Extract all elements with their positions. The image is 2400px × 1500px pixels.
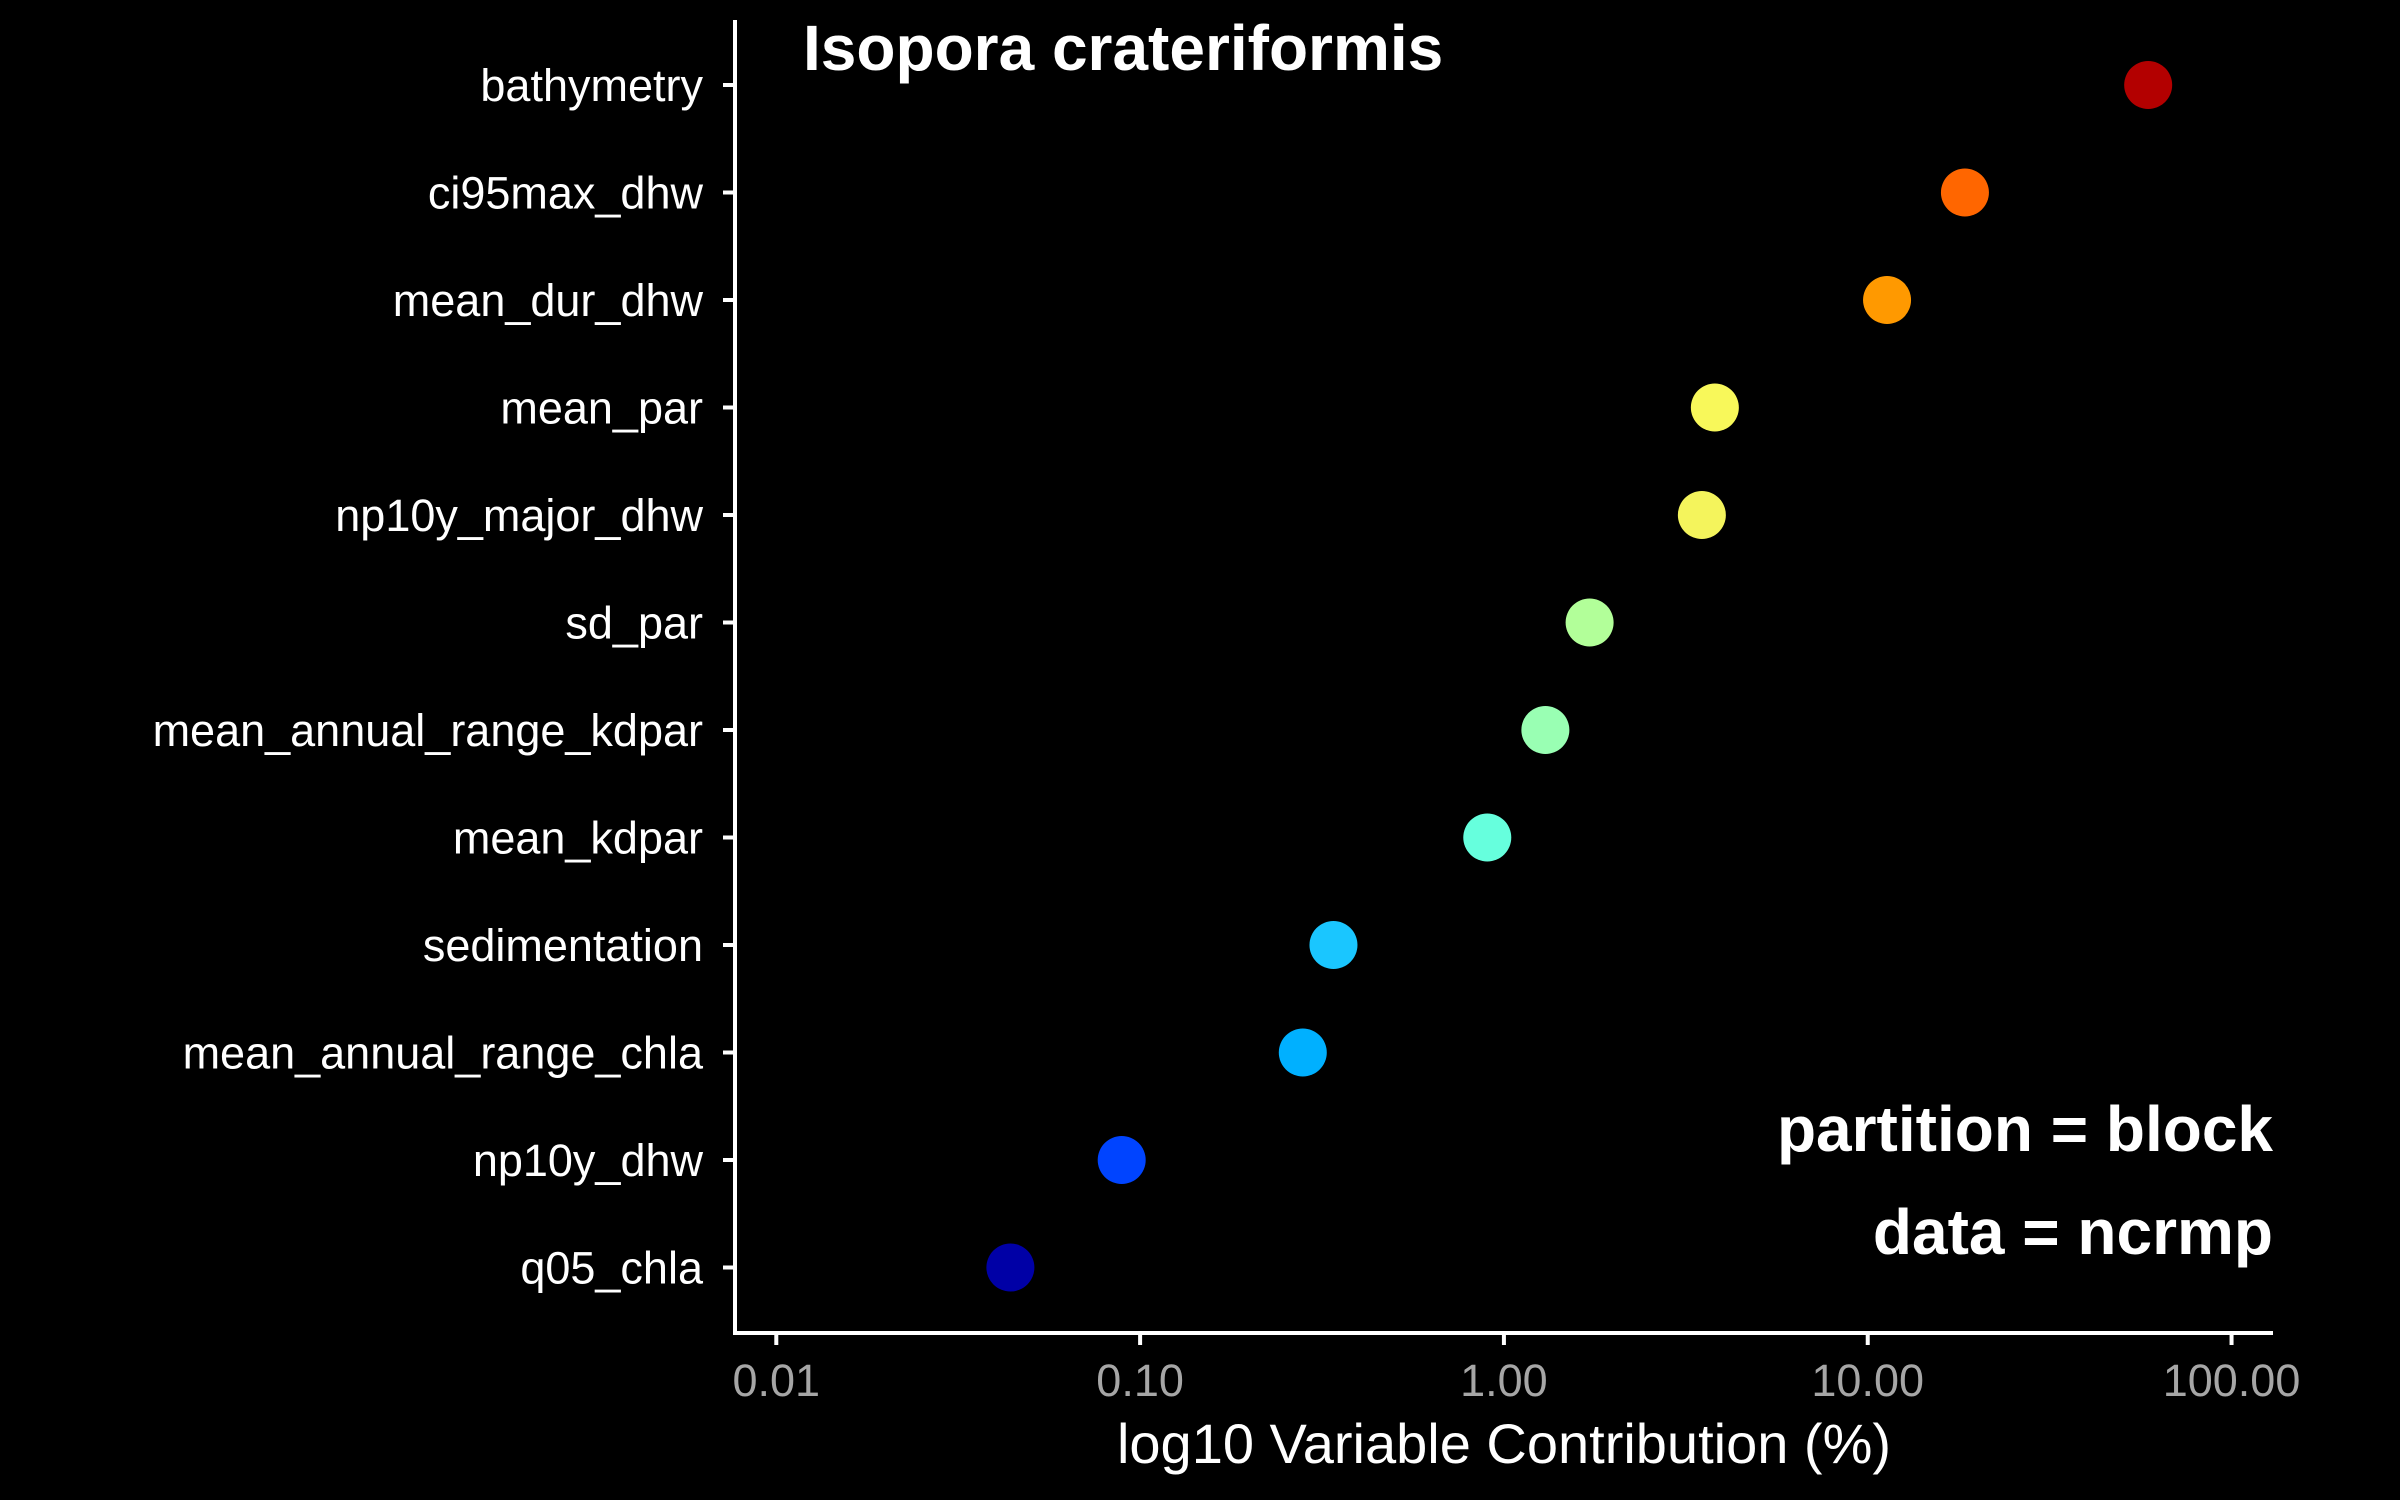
x-tick-group: 0.01 0.10 1.00 10.00 100.00 [732,1333,2300,1406]
x-axis-label: log10 Variable Contribution (%) [1117,1412,1891,1475]
chart-title: Isopora crateriformis [803,12,1443,84]
data-point [1521,706,1570,754]
annotation-partition: partition = block [1777,1093,2273,1165]
data-point [1690,383,1739,432]
y-tick-label: mean_annual_range_chla [183,1028,704,1079]
y-tick-label: np10y_dhw [473,1135,704,1186]
y-tick-label: q05_chla [520,1243,704,1294]
x-tick-label: 10.00 [1811,1355,1924,1406]
y-tick-label: mean_kdpar [453,813,703,864]
data-point [986,1243,1035,1292]
y-tick-label: mean_annual_range_kdpar [153,705,703,756]
y-tick-label: mean_par [500,383,703,434]
data-point [1565,598,1614,647]
data-point [1677,491,1726,539]
annotation-data: data = ncrmp [1873,1196,2273,1268]
data-point [1463,813,1512,862]
x-tick-label: 0.01 [732,1355,820,1406]
y-tick-label: sedimentation [423,920,703,971]
points-group [986,61,2173,1292]
y-tick-group: bathymetry ci95max_dhw mean_dur_dhw mean_pa… [153,60,735,1294]
x-tick-label: 1.00 [1460,1355,1548,1406]
data-point [1278,1028,1327,1077]
y-tick-label: mean_dur_dhw [393,275,704,326]
data-point [1863,276,1912,324]
data-point [1097,1136,1146,1184]
x-tick-label: 0.10 [1096,1355,1184,1406]
y-tick-label: ci95max_dhw [428,168,704,219]
data-point [2124,61,2173,109]
y-tick-label: sd_par [565,598,703,649]
data-point [1309,921,1358,969]
y-tick-label: np10y_major_dhw [335,490,703,541]
y-tick-label: bathymetry [480,60,703,111]
x-tick-label: 100.00 [2163,1355,2301,1406]
data-point [1940,168,1989,217]
